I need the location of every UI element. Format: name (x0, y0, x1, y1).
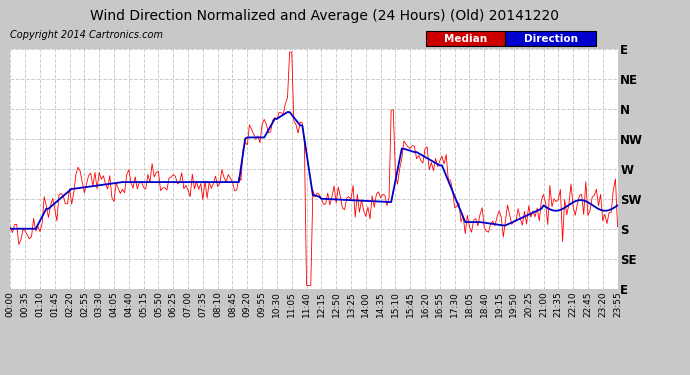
Text: Copyright 2014 Cartronics.com: Copyright 2014 Cartronics.com (10, 30, 164, 40)
FancyBboxPatch shape (505, 31, 596, 46)
Text: Direction: Direction (524, 33, 578, 44)
Text: Median: Median (444, 33, 487, 44)
Text: Wind Direction Normalized and Average (24 Hours) (Old) 20141220: Wind Direction Normalized and Average (2… (90, 9, 559, 23)
FancyBboxPatch shape (426, 31, 505, 46)
